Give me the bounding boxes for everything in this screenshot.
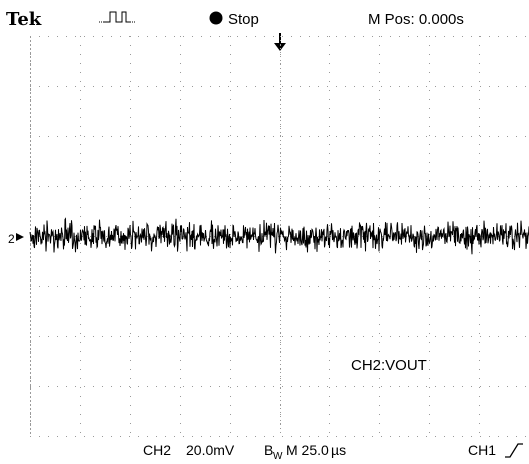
brand-logo: Tek	[6, 9, 42, 30]
bandwidth-limit-indicator: B	[264, 442, 273, 458]
rising-edge-icon	[505, 443, 523, 458]
footer-timebase: M 25.0	[286, 442, 329, 458]
footer-time-unit: µs	[331, 442, 346, 458]
graticule	[30, 36, 529, 437]
ch2-trace	[29, 217, 529, 255]
stop-dot-icon	[209, 11, 223, 25]
marker-arrow-icon	[16, 233, 24, 241]
position-readout: M Pos: 0.000s	[368, 11, 464, 28]
footer-channel: CH2	[143, 442, 171, 458]
bandwidth-marker: W	[273, 451, 283, 462]
run-state: Stop	[228, 11, 259, 28]
trigger-position-arrow-icon	[274, 33, 286, 51]
channel-marker-label: 2	[8, 232, 15, 246]
footer-volts-per-div: 20.0mV	[186, 442, 235, 458]
ch2-ground-marker: 2	[8, 232, 24, 246]
footer-trigger-source: CH1	[468, 442, 496, 458]
pulse-trigger-icon	[99, 11, 136, 23]
trace-label: CH2:VOUT	[351, 357, 427, 374]
